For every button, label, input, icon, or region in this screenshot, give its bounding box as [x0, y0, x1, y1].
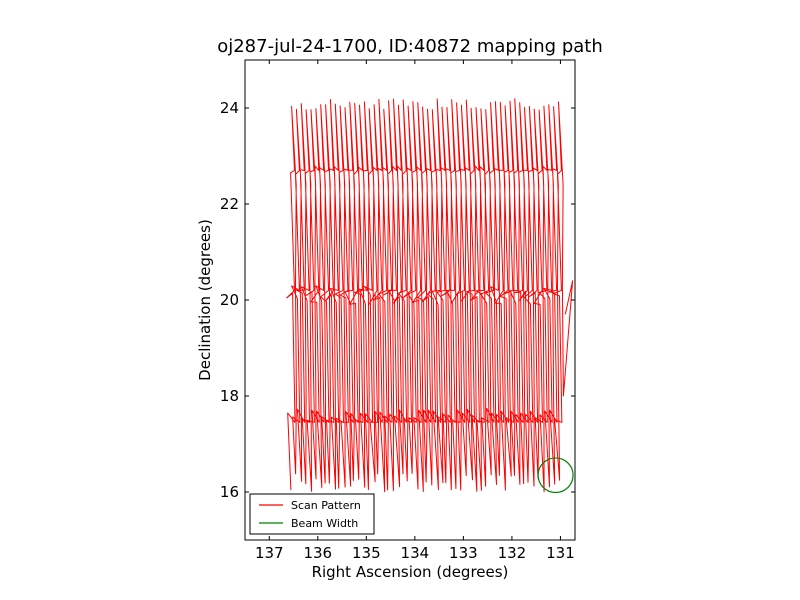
x-tick-label: 136: [303, 544, 332, 562]
legend: Scan Pattern Beam Width: [249, 493, 375, 535]
series-layer: [286, 98, 574, 494]
x-tick-label: 137: [255, 544, 284, 562]
scan-pattern-line: [286, 98, 574, 493]
y-tick-label: 18: [220, 387, 239, 405]
x-tick-label: 135: [352, 544, 381, 562]
y-tick-label: 16: [220, 483, 239, 501]
legend-label-scan-pattern: Scan Pattern: [291, 499, 361, 512]
legend-label-beam-width: Beam Width: [291, 517, 358, 530]
legend-box: [249, 493, 375, 535]
x-tick-label: 132: [498, 544, 527, 562]
chart-title: oj287-jul-24-1700, ID:40872 mapping path: [217, 36, 603, 57]
x-tick-label: 134: [401, 544, 430, 562]
x-tick-label: 131: [546, 544, 575, 562]
y-axis-title: Declination (degrees): [196, 219, 214, 381]
y-tick-label: 22: [220, 195, 239, 213]
x-axis-title: Right Ascension (degrees): [312, 563, 509, 581]
ticks-layer: 137 136 135 134 133 132 131 16 18 20 22 24: [220, 60, 575, 562]
y-tick-label: 20: [220, 291, 239, 309]
beam-width-circle: [537, 457, 574, 494]
y-tick-label: 24: [220, 99, 239, 117]
x-tick-label: 133: [449, 544, 478, 562]
